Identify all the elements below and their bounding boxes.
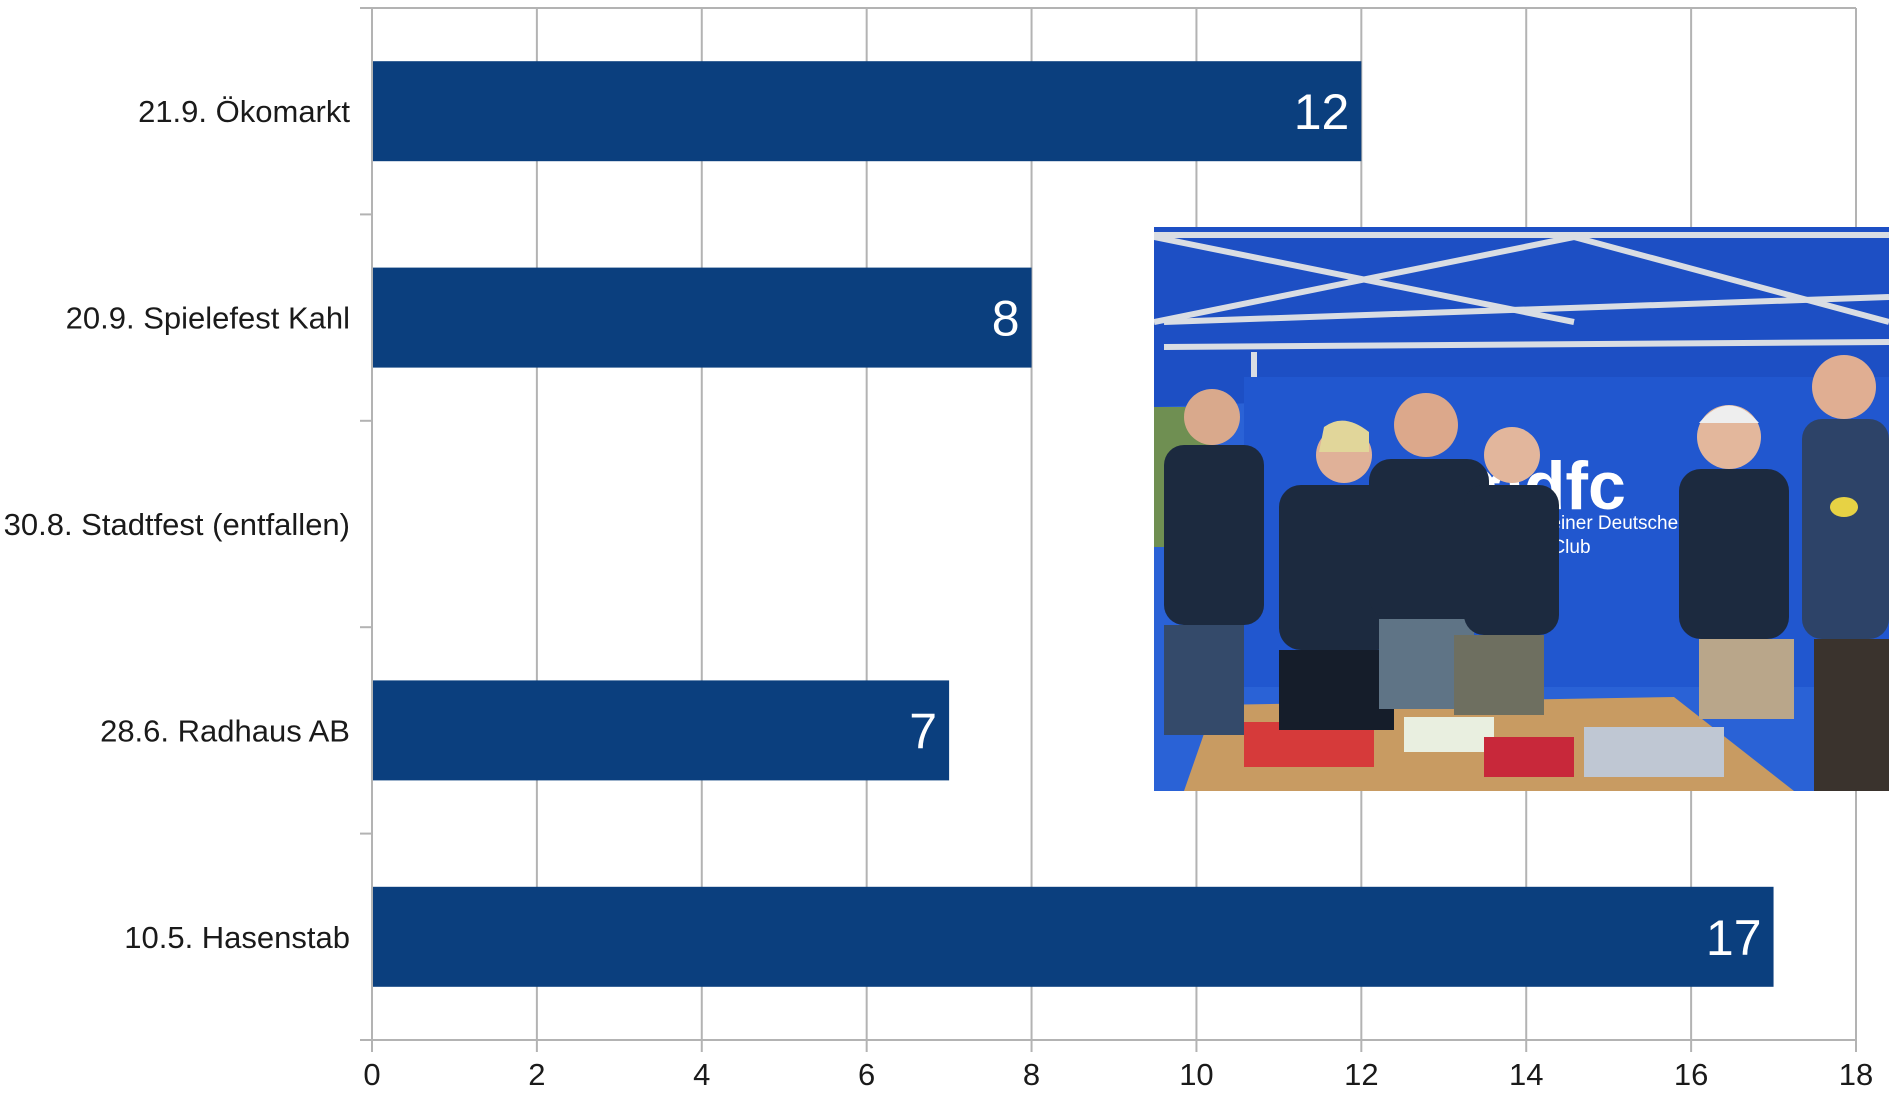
bar bbox=[372, 61, 1362, 162]
person-5 bbox=[1679, 405, 1794, 719]
person-6 bbox=[1802, 355, 1889, 791]
tent-frame bbox=[1154, 232, 1889, 477]
category-label: 21.9. Ökomarkt bbox=[138, 94, 350, 129]
x-tick-label: 14 bbox=[1509, 1057, 1543, 1092]
category-label: 28.6. Radhaus AB bbox=[100, 713, 350, 748]
category-label: 10.5. Hasenstab bbox=[124, 920, 350, 955]
axes bbox=[360, 7, 1857, 1052]
x-tick-label: 2 bbox=[528, 1057, 545, 1092]
parts-tray bbox=[1584, 727, 1724, 777]
bars bbox=[372, 61, 1774, 987]
paper bbox=[1404, 717, 1494, 752]
bar bbox=[372, 886, 1774, 987]
x-tick-label: 8 bbox=[1023, 1057, 1040, 1092]
data-label: 17 bbox=[1706, 910, 1762, 966]
bar bbox=[372, 267, 1032, 368]
data-label: 8 bbox=[992, 291, 1020, 347]
bar bbox=[372, 680, 950, 781]
category-label: 30.8. Stadtfest (entfallen) bbox=[4, 507, 350, 542]
people bbox=[1164, 355, 1889, 791]
red-box bbox=[1484, 737, 1574, 777]
labels: 0 2 4 6 8 10 12 14 16 18 21.9. Ökomarkt 12 20.9. Spi… bbox=[4, 84, 1874, 1092]
x-tick-label: 0 bbox=[363, 1057, 380, 1092]
category-label: 20.9. Spielefest Kahl bbox=[66, 301, 350, 336]
x-tick-label: 10 bbox=[1179, 1057, 1213, 1092]
x-tick-label: 6 bbox=[858, 1057, 875, 1092]
x-tick-label: 12 bbox=[1344, 1057, 1378, 1092]
data-label: 12 bbox=[1294, 84, 1350, 140]
team-photo: adfc emeiner Deutsche ad-Club bbox=[1154, 227, 1889, 791]
x-tick-label: 18 bbox=[1839, 1057, 1873, 1092]
person-1 bbox=[1164, 389, 1264, 735]
x-tick-label: 16 bbox=[1674, 1057, 1708, 1092]
team-photo-illustration: adfc emeiner Deutsche ad-Club bbox=[1154, 227, 1889, 791]
data-label: 7 bbox=[909, 703, 937, 759]
person-4 bbox=[1454, 427, 1559, 715]
x-tick-label: 4 bbox=[693, 1057, 710, 1092]
banner-line1: emeiner Deutsche bbox=[1524, 513, 1678, 534]
